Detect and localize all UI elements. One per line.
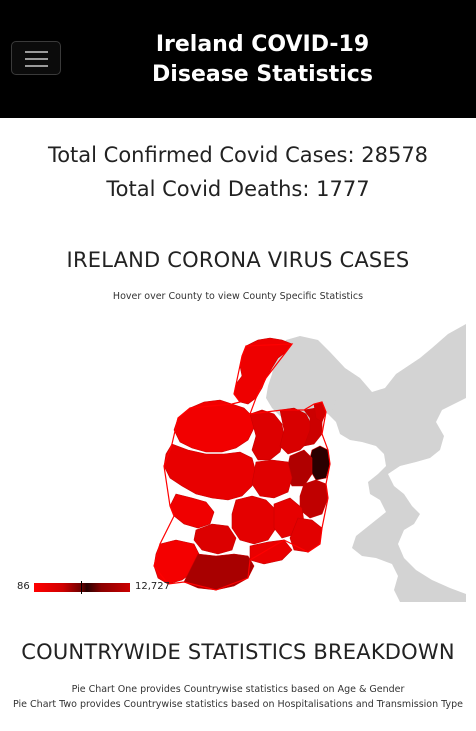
county-limerick[interactable] — [193, 523, 237, 555]
map-hint: Hover over County to view County Specifi… — [112, 291, 364, 302]
map-heading: IRELAND CORONA VIRUS CASES — [66, 248, 410, 272]
ireland-cases-map — [153, 324, 466, 602]
legend-tick — [81, 581, 82, 594]
county-donegal[interactable] — [233, 337, 293, 405]
site-brand[interactable]: Ireland COVID-19 Disease Statistics — [130, 30, 395, 90]
county-cork[interactable] — [183, 553, 255, 591]
menu-toggle-button[interactable] — [11, 41, 61, 75]
breakdown-line-2: Pie Chart Two provides Countrywise stati… — [13, 699, 463, 710]
county-wicklow[interactable] — [299, 479, 329, 519]
breakdown-line-1: Pie Chart One provides Countrywise stati… — [71, 684, 405, 695]
northern-ireland-land — [266, 342, 336, 422]
county-mayo[interactable] — [173, 399, 255, 453]
county-dublin[interactable] — [309, 445, 331, 481]
legend-color-scale — [34, 583, 130, 592]
county-roscommon[interactable] — [249, 409, 285, 461]
legend-max-label: 12,727 — [135, 581, 170, 592]
breakdown-heading: COUNTRYWIDE STATISTICS BREAKDOWN — [21, 640, 455, 664]
navbar: Ireland COVID-19 Disease Statistics — [0, 0, 476, 118]
brand-line-2: Disease Statistics — [152, 62, 373, 87]
county-offaly-laois[interactable] — [251, 459, 293, 499]
county-clare[interactable] — [169, 493, 215, 529]
hamburger-icon-bar — [25, 65, 48, 67]
brand-line-1: Ireland COVID-19 — [155, 32, 370, 57]
total-confirmed-cases: Total Confirmed Covid Cases: 28578 — [47, 143, 429, 167]
total-deaths: Total Covid Deaths: 1777 — [106, 177, 370, 201]
county-tipperary[interactable] — [231, 495, 277, 545]
county-waterford[interactable] — [249, 539, 293, 565]
ireland-outline — [153, 343, 331, 591]
legend-min-label: 86 — [17, 581, 30, 592]
ireland-counties[interactable] — [153, 337, 331, 591]
hamburger-icon — [25, 51, 48, 53]
hamburger-icon-bar — [25, 58, 48, 60]
county-galway[interactable] — [163, 443, 257, 501]
